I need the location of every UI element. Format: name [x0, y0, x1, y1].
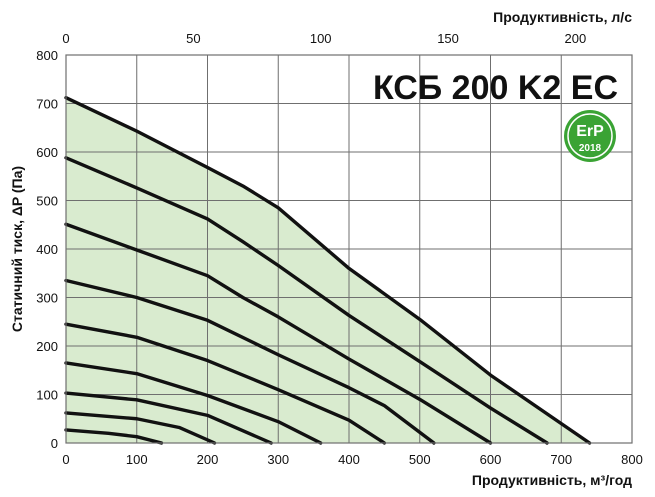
x-tick-label: 0: [62, 452, 69, 467]
bottom-axis-title: Продуктивність, м³/год: [472, 472, 632, 488]
fan-curves: [64, 95, 592, 445]
x2-tick-label: 150: [437, 31, 459, 46]
erp-badge-year: 2018: [579, 143, 602, 154]
y-tick-label: 400: [36, 242, 58, 257]
fan-curve-8: [64, 411, 217, 445]
y-tick-label: 700: [36, 97, 58, 112]
plot-frame: [65, 54, 633, 444]
y-tick-label: 600: [36, 145, 58, 160]
x2-tick-label: 200: [565, 31, 587, 46]
x2-tick-label: 0: [62, 31, 69, 46]
x-tick-label: 200: [197, 452, 219, 467]
y-tick-label: 200: [36, 339, 58, 354]
erp-badge-label: ErP: [576, 123, 604, 140]
fan-curve-1: [64, 95, 592, 445]
x-tick-label: 500: [409, 452, 431, 467]
x-tick-label: 100: [126, 452, 148, 467]
fan-curve-4: [64, 278, 436, 445]
x2-tick-label: 100: [310, 31, 332, 46]
x-tick-label: 400: [338, 452, 360, 467]
fan-curve-6: [64, 361, 323, 445]
erp-badge-icon: ErP 2018: [564, 110, 616, 162]
chart-title: КСБ 200 K2 EC: [373, 69, 618, 107]
y-axis-title: Статичний тиск, ΔP (Па): [9, 166, 25, 332]
top-axis-title: Продуктивність, л/с: [493, 9, 632, 25]
y-tick-label: 300: [36, 291, 58, 306]
x-tick-label: 300: [267, 452, 289, 467]
x2-tick-label: 50: [186, 31, 200, 46]
fan-curve-9: [64, 428, 164, 445]
y-tick-label: 800: [36, 48, 58, 63]
fan-curve-5: [64, 322, 387, 445]
y-tick-label: 500: [36, 194, 58, 209]
x-tick-label: 600: [480, 452, 502, 467]
fan-curve-3: [64, 222, 493, 445]
fan-curve-7: [64, 391, 273, 445]
x-tick-label: 800: [621, 452, 643, 467]
y-tick-label: 0: [51, 436, 58, 451]
fan-curve-2: [64, 156, 549, 445]
tick-labels: 0 100 200 300 400 500 600 700 800 0 50 100 150 200 0 10…: [36, 31, 643, 467]
y-tick-label: 100: [36, 388, 58, 403]
x-tick-label: 700: [550, 452, 572, 467]
